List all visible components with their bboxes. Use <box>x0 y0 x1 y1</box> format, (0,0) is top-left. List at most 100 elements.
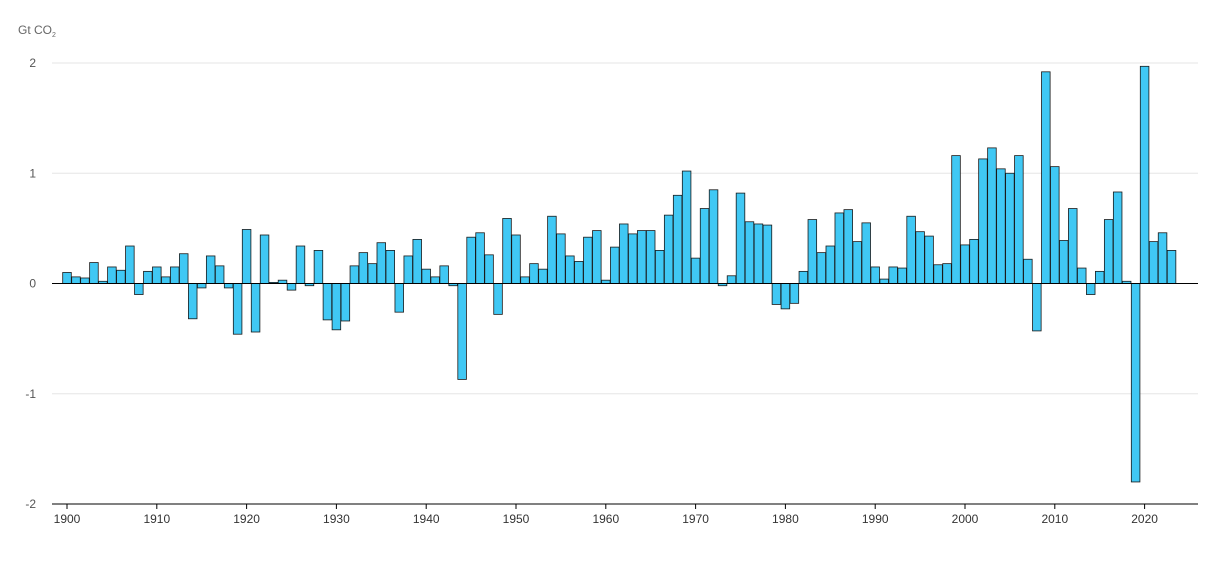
bar-1936 <box>385 250 395 284</box>
bar-2022 <box>1157 232 1168 284</box>
bar-1947 <box>484 254 494 284</box>
bar-1911 <box>161 276 171 284</box>
bar-1908 <box>134 283 144 295</box>
bar-1930 <box>331 283 342 331</box>
bar-2005 <box>1005 172 1015 284</box>
bar-1964 <box>637 230 647 284</box>
bar-1980 <box>780 283 791 310</box>
bar-2014 <box>1086 283 1096 295</box>
bar-2015 <box>1095 270 1105 284</box>
bar-1915 <box>196 283 207 289</box>
bar-1903 <box>89 262 99 284</box>
x-tick-label: 2020 <box>1131 512 1158 526</box>
bar-2009 <box>1041 71 1051 284</box>
bar-1998 <box>942 263 952 284</box>
bar-1985 <box>825 245 836 284</box>
bar-1905 <box>107 266 117 284</box>
bar-1958 <box>583 236 593 284</box>
bar-2012 <box>1068 208 1078 284</box>
bar-1952 <box>529 263 539 284</box>
bar-1921 <box>250 283 261 333</box>
x-tick-label: 1970 <box>682 512 709 526</box>
bar-2001 <box>969 238 979 284</box>
bar-1966 <box>654 250 665 284</box>
bar-1987 <box>843 209 853 284</box>
bar-1988 <box>852 241 862 284</box>
bar-2007 <box>1023 258 1033 284</box>
y-tick-label: 0 <box>29 277 36 291</box>
bar-1949 <box>502 218 512 284</box>
bar-1969 <box>681 170 692 284</box>
x-tick-label: 1950 <box>503 512 530 526</box>
bar-1934 <box>367 263 378 284</box>
y-tick-label: 1 <box>29 166 36 180</box>
bar-1983 <box>807 219 818 284</box>
bar-1950 <box>511 234 521 284</box>
x-tick-label: 1900 <box>54 512 81 526</box>
bar-1982 <box>798 270 809 284</box>
bar-1945 <box>466 236 476 284</box>
bar-1925 <box>286 283 297 291</box>
bar-1920 <box>241 229 252 284</box>
bar-1916 <box>205 255 216 284</box>
bar-2004 <box>996 168 1006 284</box>
y-tick-label: -1 <box>25 387 36 401</box>
bar-2011 <box>1059 240 1069 284</box>
bar-1944 <box>457 283 467 380</box>
bar-1914 <box>188 283 198 320</box>
y-axis-tick-labels: 2 1 0 -1 -2 <box>25 56 36 511</box>
bar-2019 <box>1130 283 1141 483</box>
bar-1984 <box>816 252 827 284</box>
bar-1959 <box>592 230 602 284</box>
bar-1901 <box>71 276 81 284</box>
bar-1967 <box>663 214 674 284</box>
bar-1929 <box>322 283 333 321</box>
x-tick-label: 1990 <box>862 512 889 526</box>
bar-1919 <box>232 283 243 335</box>
bar-1972 <box>708 189 719 284</box>
bar-1928 <box>313 250 324 284</box>
x-tick-label: 2000 <box>952 512 979 526</box>
bar-1991 <box>879 278 889 284</box>
bar-1981 <box>789 283 800 304</box>
bar-1933 <box>358 252 369 284</box>
bar-1975 <box>735 192 746 284</box>
bar-1977 <box>753 223 764 284</box>
bar-2017 <box>1112 191 1123 284</box>
bar-1909 <box>143 270 153 284</box>
bar-1954 <box>547 215 557 284</box>
bar-1995 <box>915 231 925 284</box>
y-axis-unit-label: Gt CO2 <box>18 23 56 39</box>
y-tick-label: 2 <box>29 56 36 70</box>
bar-1922 <box>259 234 270 284</box>
y-tick-label: -2 <box>25 497 36 511</box>
bar-1948 <box>493 283 503 315</box>
bar-1994 <box>906 215 916 284</box>
bar-1931 <box>340 283 351 322</box>
bar-1935 <box>376 242 387 284</box>
bar-1999 <box>951 155 961 284</box>
bar-1918 <box>223 283 234 289</box>
bar-1976 <box>744 221 755 284</box>
y-axis-unit-subscript: 2 <box>52 32 56 39</box>
bar-1910 <box>152 266 162 284</box>
bar-1993 <box>897 267 907 284</box>
bar-1953 <box>538 268 548 284</box>
bar-2010 <box>1050 166 1060 284</box>
bar-1912 <box>170 266 180 284</box>
bar-2000 <box>960 244 970 284</box>
bar-1941 <box>430 276 440 284</box>
bar-1956 <box>565 255 575 284</box>
bar-1937 <box>394 283 404 313</box>
bar-1974 <box>726 275 737 284</box>
bar-1986 <box>834 212 844 284</box>
bar-1900 <box>62 272 72 284</box>
bar-2023 <box>1166 250 1177 284</box>
bar-1992 <box>888 266 898 284</box>
bar-2008 <box>1032 283 1042 332</box>
bar-2016 <box>1103 219 1114 284</box>
bar-1913 <box>179 253 189 284</box>
bar-1938 <box>403 255 413 284</box>
bar-1955 <box>556 233 566 284</box>
